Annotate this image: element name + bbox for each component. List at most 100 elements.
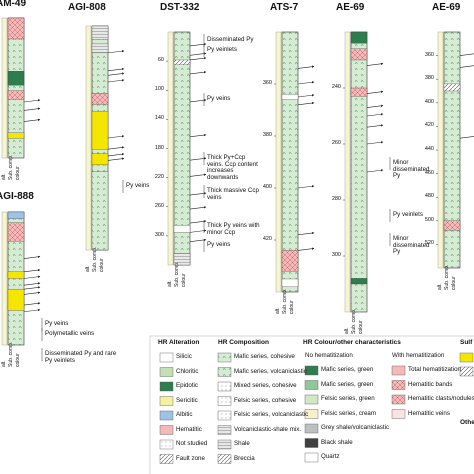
depth-label: 140 bbox=[154, 115, 164, 122]
lithology-column bbox=[443, 31, 461, 269]
vein-arrow bbox=[23, 255, 41, 259]
legend-label: Albitic bbox=[176, 411, 193, 418]
vein-arrow bbox=[107, 67, 125, 72]
alteration-column bbox=[1, 17, 8, 159]
legend-label: Volcaniclastic-shale mix. bbox=[234, 425, 302, 433]
legend-subheading: No hematitization bbox=[305, 352, 353, 359]
legend-label: Grey shale/volcaniclastic bbox=[321, 424, 390, 431]
depth-label: 360 bbox=[424, 51, 434, 58]
vein-arrow bbox=[297, 101, 315, 106]
vein-arrow bbox=[189, 71, 207, 75]
legend-label: Felsic series, cohesive bbox=[234, 396, 297, 404]
band bbox=[91, 153, 109, 166]
depth-label: 400 bbox=[262, 184, 272, 190]
band bbox=[173, 253, 191, 266]
band bbox=[7, 90, 25, 100]
column-label: alt. bbox=[344, 327, 350, 334]
alteration-column bbox=[437, 31, 444, 269]
legend-swatch bbox=[391, 380, 406, 390]
column-label: alt. bbox=[275, 307, 281, 314]
annotation: Py veinlets bbox=[393, 211, 423, 218]
legend-label: Mixed series, cohesive bbox=[234, 382, 297, 389]
log-title: AGI-808 bbox=[68, 2, 106, 13]
legend-swatch bbox=[304, 365, 319, 376]
vein-arrow bbox=[189, 98, 207, 103]
column-label: alt. bbox=[1, 173, 7, 180]
annotation: Thick massive Ccp veins bbox=[207, 187, 259, 201]
legend-swatch bbox=[217, 410, 232, 421]
vein-arrow bbox=[297, 247, 315, 251]
legend-swatch bbox=[217, 454, 232, 464]
legend-swatch bbox=[391, 394, 406, 405]
vein-arrow bbox=[459, 135, 474, 139]
legend-swatch bbox=[304, 423, 319, 434]
alteration-column bbox=[167, 31, 174, 266]
band bbox=[173, 59, 191, 65]
legend-swatch bbox=[304, 394, 319, 405]
legend-label: Hematitic bbox=[176, 425, 202, 433]
band bbox=[7, 71, 25, 86]
log-title: AM-49 bbox=[0, 0, 27, 9]
vein-arrow bbox=[297, 81, 315, 85]
legend-label: Epidotic bbox=[176, 382, 199, 389]
band bbox=[91, 110, 109, 150]
vein-arrow bbox=[366, 113, 384, 117]
legend-label: Mafic series, green bbox=[321, 366, 374, 373]
column-label: alt. bbox=[167, 280, 173, 287]
legend-label: Not studied bbox=[176, 440, 208, 447]
band bbox=[443, 220, 461, 231]
vein-arrow bbox=[297, 94, 315, 98]
depth-label: 180 bbox=[154, 144, 164, 151]
legend-heading: HR Composition bbox=[218, 339, 269, 346]
band bbox=[7, 211, 25, 219]
depth-label: 440 bbox=[424, 146, 434, 152]
vein-arrow bbox=[366, 62, 384, 66]
log-title: AE-69 bbox=[336, 2, 365, 13]
depth-label: 480 bbox=[424, 193, 434, 200]
band bbox=[350, 87, 368, 97]
annotation: Py veins bbox=[126, 182, 150, 189]
annotation: Polymetallic veins bbox=[45, 330, 95, 337]
column-label: Sub. comp. bbox=[444, 264, 450, 290]
band bbox=[7, 132, 25, 139]
vein-arrow bbox=[23, 291, 41, 295]
vein-arrow bbox=[23, 107, 41, 111]
column-label: Sub. comp. bbox=[8, 154, 14, 180]
vein-arrow bbox=[297, 185, 315, 189]
legend-label: Hematitic bands bbox=[408, 380, 453, 388]
legend-swatch bbox=[304, 380, 319, 390]
column-label: colour bbox=[15, 166, 21, 180]
band bbox=[91, 25, 109, 40]
legend-swatch bbox=[159, 381, 174, 392]
legend-swatch bbox=[159, 454, 174, 464]
column-label: colour bbox=[15, 353, 21, 367]
band bbox=[350, 31, 368, 44]
band bbox=[281, 250, 299, 272]
depth-label: 380 bbox=[262, 132, 272, 138]
vein-arrow bbox=[107, 146, 125, 150]
band bbox=[7, 288, 25, 311]
column-label: colour bbox=[181, 273, 187, 287]
vein-arrow bbox=[107, 157, 125, 161]
legend-label: Chloritic bbox=[176, 367, 199, 375]
vein-arrow bbox=[297, 231, 315, 236]
alteration-column bbox=[1, 211, 8, 346]
vein-arrow bbox=[366, 141, 384, 145]
depth-label: 300 bbox=[331, 252, 341, 258]
alteration-column bbox=[344, 31, 351, 313]
depth-label: 280 bbox=[331, 196, 341, 202]
vein-arrow bbox=[23, 308, 41, 313]
column-label: colour bbox=[99, 258, 105, 272]
legend-swatch bbox=[391, 409, 406, 419]
legend-label: Hematitic clasts/nodules bbox=[408, 395, 474, 402]
column-label: alt. bbox=[1, 360, 7, 367]
log-title: AE-69 bbox=[432, 2, 461, 13]
vein-arrow bbox=[366, 104, 384, 108]
column-label: colour bbox=[289, 300, 295, 314]
legend-swatch bbox=[159, 352, 174, 363]
band bbox=[91, 171, 109, 251]
vein-arrow bbox=[107, 79, 125, 83]
depth-label: 100 bbox=[154, 86, 164, 93]
legend-swatch bbox=[304, 438, 319, 448]
